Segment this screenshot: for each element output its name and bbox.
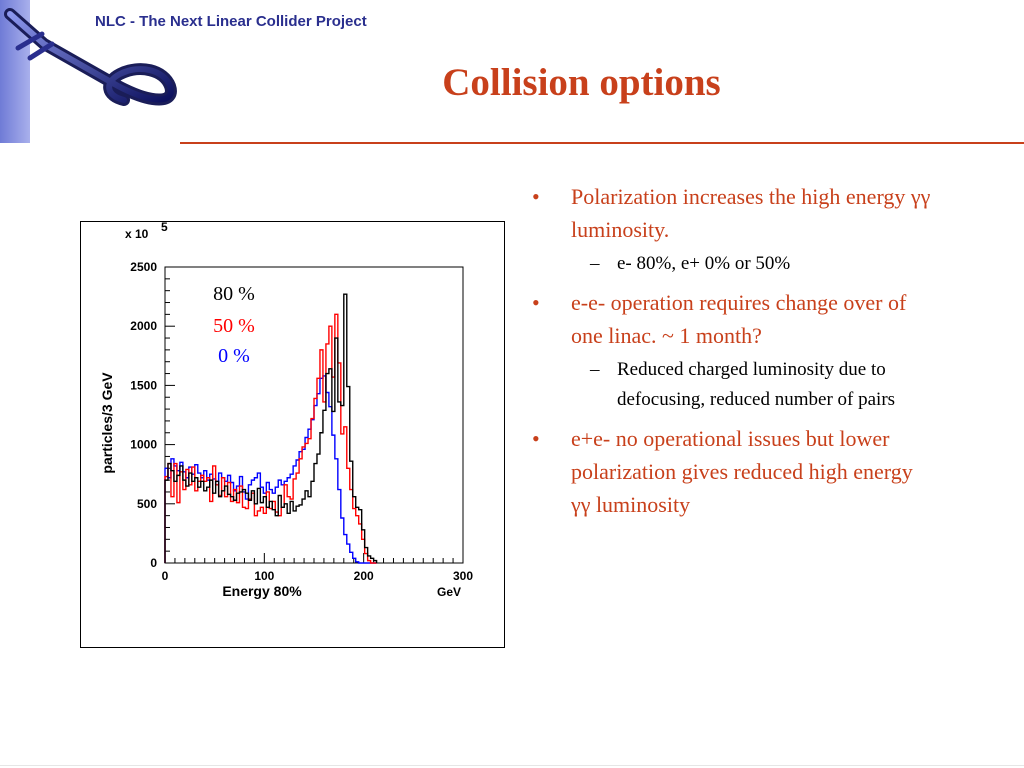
x-tick-label: 100 [254, 569, 274, 583]
project-header-title: NLC - The Next Linear Collider Project [95, 13, 367, 30]
y-axis-label: particles/3 GeV [99, 372, 115, 474]
x-tick-label: 0 [162, 569, 169, 583]
series-50-histogram [164, 313, 377, 564]
sub-bullet-marker: – [590, 359, 600, 380]
sub-bullet-item: – Reduced charged luminosity due to defo… [532, 355, 932, 415]
legend-entry: 0 % [218, 345, 250, 367]
bullet-text: e-e- operation requires change over of o… [571, 290, 907, 348]
y-tick-label: 2000 [130, 319, 157, 333]
nlc-logo [4, 8, 177, 106]
x-tick-label: 200 [354, 569, 374, 583]
sub-bullet-marker: – [590, 253, 600, 274]
y-tick-label: 0 [150, 556, 157, 570]
bullet-item: • e-e- operation requires change over of… [532, 286, 932, 352]
bullet-marker: • [532, 426, 540, 451]
y-scale-exponent: 5 [161, 222, 168, 234]
legend-entry: 80 % [213, 283, 255, 305]
series-80-histogram [164, 293, 378, 563]
bullet-item: • e+e- no operational issues but lower p… [532, 422, 932, 521]
y-tick-label: 2500 [130, 260, 157, 274]
bullet-item: • Polarization increases the high energy… [532, 180, 932, 246]
bullet-text: e+e- no operational issues but lower pol… [571, 426, 913, 517]
bullet-marker: • [532, 184, 540, 209]
y-tick-label: 1000 [130, 438, 157, 452]
series-0-histogram [164, 375, 377, 564]
title-divider [180, 142, 1024, 144]
bullet-text: Polarization increases the high energy γ… [571, 184, 931, 242]
chart-frame: 0 100 200 300 0 500 1000 1500 2000 2500 Energy 80%… [80, 221, 505, 648]
footer-divider [0, 765, 1024, 766]
sub-bullet-text: e- 80%, e+ 0% or 50% [617, 253, 791, 274]
bullet-list: • Polarization increases the high energy… [532, 180, 932, 524]
bullet-marker: • [532, 290, 540, 315]
energy-histogram-chart: 0 100 200 300 0 500 1000 1500 2000 2500 Energy 80%… [99, 222, 473, 599]
x-tick-label: 300 [453, 569, 473, 583]
legend-entry: 50 % [213, 315, 255, 337]
x-axis-label: Energy 80% [222, 583, 302, 599]
sub-bullet-text: Reduced charged luminosity due to defocu… [617, 359, 896, 410]
y-scale-factor: x 10 [125, 227, 149, 241]
y-tick-label: 1500 [130, 378, 157, 392]
slide-title: Collision options [442, 61, 721, 104]
y-tick-label: 500 [137, 497, 157, 511]
x-axis-unit: GeV [437, 585, 461, 599]
sub-bullet-item: – e- 80%, e+ 0% or 50% [532, 249, 932, 279]
